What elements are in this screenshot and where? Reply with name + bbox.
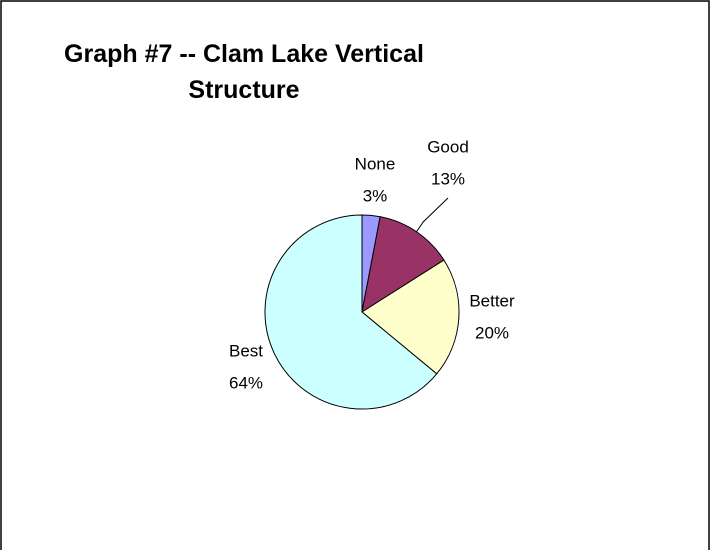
pie-slice xyxy=(264,214,438,410)
slice-value-label: 13% xyxy=(431,169,465,188)
chart-title: Graph #7 -- Clam Lake Vertical Structure xyxy=(64,40,424,104)
slice-value-label: 20% xyxy=(475,323,509,342)
leader-line xyxy=(416,197,449,233)
slice-value-label: 3% xyxy=(363,186,388,205)
slice-label: Best xyxy=(229,341,263,360)
slice-label: None xyxy=(355,154,396,173)
slice-label: Good xyxy=(427,137,469,156)
pie-slice xyxy=(361,259,460,375)
slice-label: Better xyxy=(469,291,515,310)
slice-value-label: 64% xyxy=(229,373,263,392)
